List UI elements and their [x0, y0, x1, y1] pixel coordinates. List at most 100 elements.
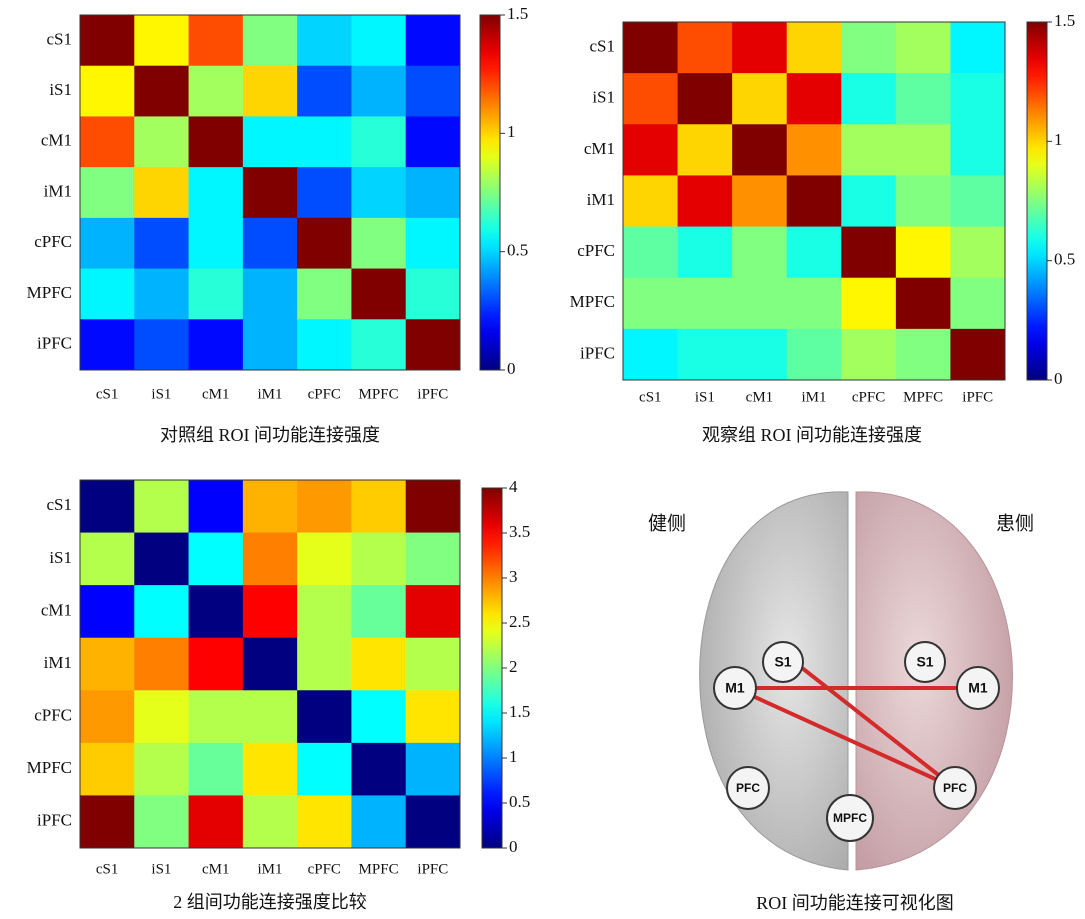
- cell: [623, 22, 678, 74]
- x-tick-label: iM1: [257, 861, 282, 877]
- cell: [732, 329, 787, 381]
- cell: [134, 585, 189, 638]
- cell: [80, 480, 135, 533]
- colorbar-tick-label: 1.5: [509, 702, 530, 721]
- node: S1: [763, 642, 803, 682]
- cell: [896, 175, 951, 227]
- cell: [243, 585, 298, 638]
- y-tick-label: iPFC: [580, 343, 615, 362]
- cell: [189, 218, 244, 269]
- cell: [80, 585, 135, 638]
- x-tick-label: iM1: [257, 386, 282, 402]
- colorbar-tick-label: 1: [507, 122, 516, 141]
- cell: [351, 319, 406, 370]
- cell: [351, 533, 406, 586]
- x-tick-label: iPFC: [962, 389, 993, 405]
- y-tick-label: cM1: [41, 131, 72, 150]
- x-tick-label: cPFC: [308, 861, 341, 877]
- cell: [134, 269, 189, 320]
- caption: 观察组 ROI 间功能连接强度: [702, 425, 922, 445]
- cell: [950, 227, 1005, 279]
- y-tick-label: cPFC: [34, 705, 72, 724]
- cell: [80, 638, 135, 691]
- node: M1: [957, 667, 999, 709]
- colorbar: [482, 488, 502, 848]
- cell: [406, 218, 461, 269]
- cell: [351, 218, 406, 269]
- x-tick-label: MPFC: [359, 861, 399, 877]
- colorbar-tick-label: 3.5: [509, 522, 530, 541]
- colorbar-tick-label: 2.5: [509, 612, 530, 631]
- heatmap: cS1iS1cM1iM1cPFCMPFCiPFCcS1iS1cM1iM1cPFC…: [570, 11, 1076, 445]
- y-tick-label: iPFC: [37, 811, 72, 830]
- cell: [841, 175, 896, 227]
- cell: [243, 690, 298, 743]
- cell: [896, 22, 951, 74]
- cell: [787, 278, 842, 330]
- cell: [243, 638, 298, 691]
- cell: [787, 73, 842, 125]
- node: MPFC: [827, 795, 873, 841]
- brain-diagram: S1 S1 M1 M1 PFC PFC MPFC 健侧 患侧 ROI 间功能连接…: [648, 492, 1034, 913]
- cell: [732, 73, 787, 125]
- cell: [134, 795, 189, 848]
- cell: [189, 480, 244, 533]
- cell: [80, 269, 135, 320]
- cell: [243, 15, 298, 66]
- cell: [406, 269, 461, 320]
- cell: [243, 218, 298, 269]
- cell: [950, 175, 1005, 227]
- cell: [841, 227, 896, 279]
- cell: [950, 329, 1005, 381]
- cell: [406, 167, 461, 218]
- colorbar-tick-label: 1: [509, 747, 518, 766]
- cell: [787, 227, 842, 279]
- cell: [950, 124, 1005, 176]
- cell: [134, 638, 189, 691]
- colorbar-tick-label: 0: [1054, 369, 1063, 388]
- cell: [189, 795, 244, 848]
- cell: [297, 585, 352, 638]
- cell: [134, 533, 189, 586]
- cell: [406, 795, 461, 848]
- cell: [732, 22, 787, 74]
- cell: [787, 175, 842, 227]
- cell: [243, 533, 298, 586]
- cell: [623, 278, 678, 330]
- heatmap: cS1iS1cM1iM1cPFCMPFCiPFCcS1iS1cM1iM1cPFC…: [27, 477, 531, 912]
- cell: [732, 175, 787, 227]
- cell: [787, 329, 842, 381]
- cell: [134, 116, 189, 167]
- cell: [189, 167, 244, 218]
- cell: [189, 15, 244, 66]
- y-tick-label: cS1: [47, 495, 73, 514]
- node: M1: [714, 667, 756, 709]
- cell: [80, 167, 135, 218]
- x-tick-label: cPFC: [852, 389, 885, 405]
- x-tick-label: iPFC: [417, 386, 448, 402]
- x-tick-label: MPFC: [359, 386, 399, 402]
- cell: [896, 329, 951, 381]
- cell: [134, 66, 189, 117]
- colorbar-tick-label: 0.5: [1054, 250, 1075, 269]
- y-tick-label: iS1: [592, 88, 615, 107]
- cell: [351, 269, 406, 320]
- x-tick-label: cM1: [202, 861, 230, 877]
- colorbar-tick-label: 4: [509, 477, 518, 496]
- cell: [189, 269, 244, 320]
- cell: [80, 690, 135, 743]
- cell: [732, 227, 787, 279]
- cell: [297, 319, 352, 370]
- x-tick-label: iS1: [695, 389, 715, 405]
- cell: [678, 329, 733, 381]
- cell: [623, 175, 678, 227]
- cell: [351, 795, 406, 848]
- y-tick-label: iPFC: [37, 334, 72, 353]
- cell: [243, 743, 298, 796]
- x-tick-label: iM1: [801, 389, 826, 405]
- cell: [623, 227, 678, 279]
- cell: [406, 690, 461, 743]
- y-tick-label: cS1: [590, 36, 616, 55]
- y-tick-label: iM1: [44, 181, 72, 200]
- cell: [351, 167, 406, 218]
